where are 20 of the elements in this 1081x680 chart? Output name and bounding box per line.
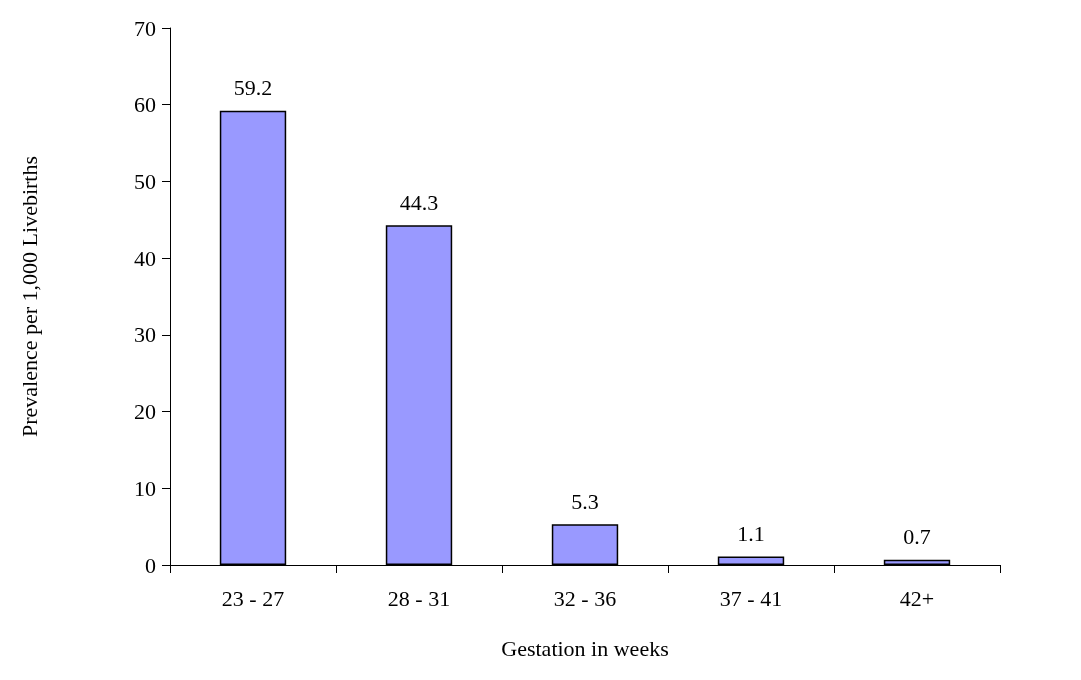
y-tick-label: 0 (145, 552, 156, 578)
x-tick-label: 23 - 27 (221, 585, 285, 611)
x-tick-label: 37 - 41 (719, 585, 783, 611)
x-tick-label: 28 - 31 (387, 585, 451, 611)
data-label: 5.3 (571, 488, 599, 514)
x-axis-title: Gestation in weeks (501, 635, 669, 661)
x-tick-label: 32 - 36 (553, 585, 617, 611)
y-axis-title: Prevalence per 1,000 Livebirths (16, 155, 42, 438)
y-tick-label: 70 (134, 15, 156, 41)
x-tick-label: 42+ (899, 585, 935, 611)
data-label: 0.7 (903, 524, 931, 550)
y-tick-label: 30 (134, 322, 156, 348)
y-tick-label: 60 (134, 92, 156, 118)
y-tick-label: 40 (134, 245, 156, 271)
y-tick-label: 50 (134, 168, 156, 194)
y-tick-label: 20 (134, 399, 156, 425)
data-label: 44.3 (399, 189, 439, 215)
y-tick-label: 10 (134, 475, 156, 501)
data-label: 59.2 (233, 75, 273, 101)
data-label: 1.1 (737, 521, 765, 547)
